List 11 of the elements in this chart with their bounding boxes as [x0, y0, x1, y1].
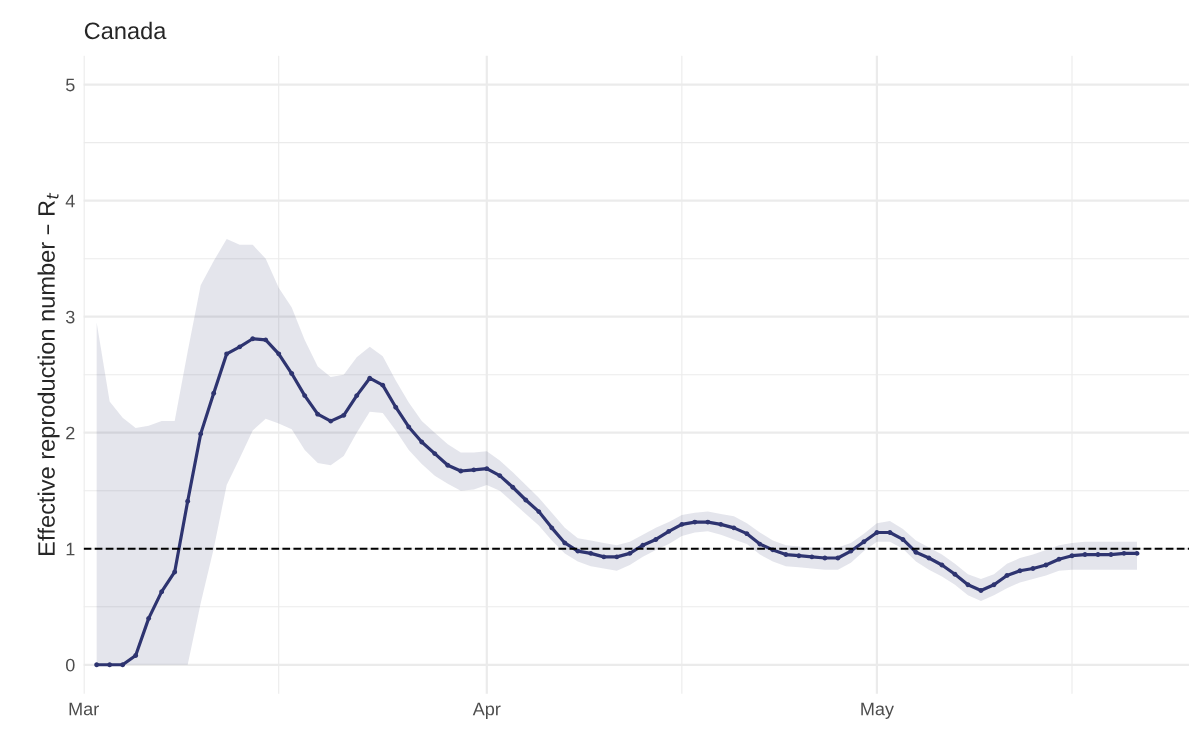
- y-tick-label: 0: [65, 658, 75, 672]
- y-tick-label: 2: [66, 426, 75, 440]
- y-tick-label: 1: [66, 542, 75, 556]
- chart-title: Canada: [84, 21, 167, 40]
- y-tick-label: 3: [65, 310, 75, 324]
- y-tick-label: 5: [66, 78, 75, 92]
- y-tick-label: 4: [65, 194, 75, 208]
- x-tick-label: Mar: [69, 702, 99, 716]
- y-axis-title: Effective reproduction number – R$_{t}$: [37, 192, 60, 555]
- x-tick-label: May: [861, 702, 894, 719]
- x-tick-label: Apr: [472, 702, 501, 719]
